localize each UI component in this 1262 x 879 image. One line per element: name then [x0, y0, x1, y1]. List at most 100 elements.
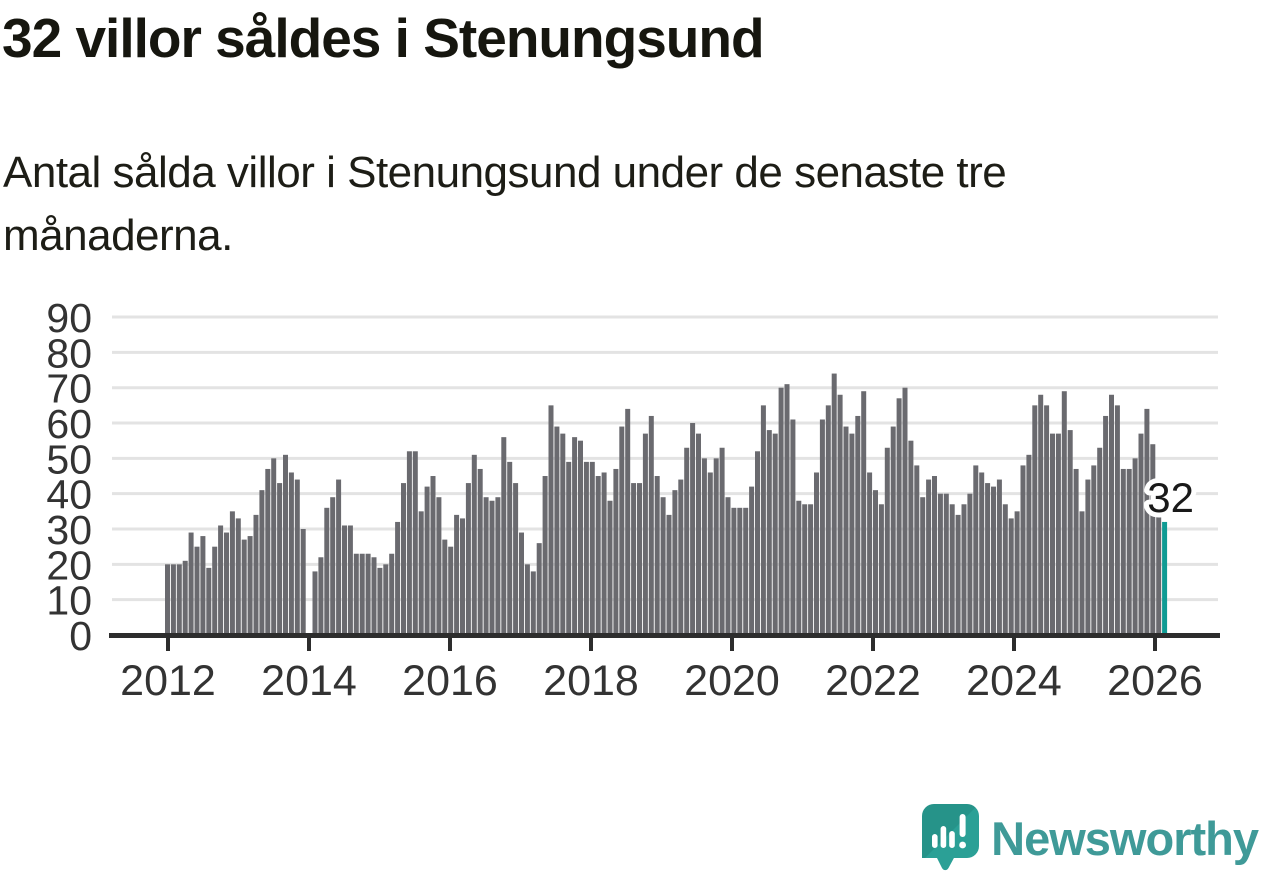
bar: [389, 553, 395, 635]
bar: [920, 497, 926, 635]
newsworthy-logo: Newsworthy: [922, 804, 1259, 872]
bar: [513, 483, 519, 635]
bar: [996, 479, 1002, 635]
bar: [725, 497, 731, 635]
bar: [961, 504, 967, 635]
bar: [383, 564, 389, 635]
bar: [637, 483, 642, 635]
x-axis-tick: [166, 637, 170, 651]
highlighted-bar: [1162, 521, 1168, 635]
bar: [583, 461, 589, 635]
bar: [861, 391, 867, 635]
y-axis-label: 20: [46, 542, 92, 588]
bar: [1050, 433, 1055, 635]
x-axis-tick: [307, 637, 311, 651]
bar: [1002, 504, 1008, 635]
bar: [819, 419, 825, 635]
bar: [707, 472, 713, 635]
bar: [418, 511, 424, 635]
bar: [176, 564, 182, 635]
bar: [873, 490, 878, 635]
bar: [790, 419, 796, 635]
bar: [660, 497, 666, 635]
bar: [424, 486, 430, 635]
bar: [170, 564, 176, 635]
bar: [312, 571, 318, 635]
x-axis-tick: [1012, 637, 1016, 651]
bar: [766, 430, 772, 635]
bar: [595, 476, 601, 635]
bar: [406, 451, 412, 635]
bar: [365, 553, 371, 635]
bar: [371, 557, 377, 635]
x-axis-tick: [589, 637, 593, 651]
bar: [507, 461, 513, 635]
x-axis-label: 2012: [120, 657, 216, 705]
bar: [1020, 465, 1026, 635]
bar: [772, 433, 778, 635]
y-axis-label: 70: [46, 366, 92, 412]
bar: [218, 525, 224, 635]
bar: [206, 567, 212, 635]
newsworthy-icon: [922, 804, 980, 871]
bar: [967, 493, 973, 635]
bar: [271, 458, 277, 635]
bar: [165, 564, 170, 635]
y-axis-label: 0: [69, 613, 92, 659]
subtitle-line-2: månaderna.: [3, 211, 233, 260]
subtitle-line-1: Antal sålda villor i Stenungsund under d…: [3, 148, 1007, 197]
bar: [1067, 430, 1073, 635]
bar: [672, 490, 678, 635]
bar: [589, 461, 595, 635]
bar: [288, 472, 294, 635]
bar: [259, 490, 265, 635]
x-axis-label: 2026: [1107, 657, 1203, 705]
bar: [719, 447, 725, 635]
bar: [247, 536, 253, 635]
bar: [902, 387, 908, 635]
y-axis-label: 50: [46, 436, 92, 482]
bar: [336, 479, 342, 635]
bar: [843, 426, 849, 635]
bar: [442, 539, 448, 635]
bar: [1120, 468, 1126, 635]
bar: [932, 476, 937, 635]
bar: [825, 405, 831, 635]
bar: [831, 373, 837, 635]
bar: [235, 518, 241, 635]
bar: [884, 447, 890, 635]
bar: [330, 497, 336, 635]
y-axis-label: 80: [46, 330, 92, 376]
bar: [784, 384, 790, 635]
bar: [1038, 394, 1044, 635]
bar: [737, 507, 743, 635]
bar: [802, 504, 808, 635]
value-label: 32: [1147, 474, 1194, 521]
y-axis-label: 30: [46, 507, 92, 553]
bar-chart: 0 10 20 30 40 50 60 70 80 90 2012 2014 2016 2018 2020 2…: [0, 280, 1262, 720]
bar: [401, 483, 406, 635]
bar: [554, 426, 560, 635]
bar: [1008, 518, 1014, 635]
bar: [648, 415, 654, 635]
bar: [837, 394, 843, 635]
bar: [1138, 433, 1144, 635]
bar: [489, 500, 495, 635]
bar: [501, 437, 507, 635]
bar: [241, 539, 247, 635]
bar: [530, 571, 536, 635]
bar: [943, 493, 949, 635]
bar: [483, 497, 489, 635]
bar: [690, 423, 696, 635]
bar: [359, 553, 365, 635]
bar: [601, 472, 607, 635]
x-axis-label: 2014: [261, 657, 357, 705]
bar: [347, 525, 353, 635]
bar: [937, 493, 943, 635]
bar: [607, 500, 613, 635]
bar: [436, 497, 442, 635]
bar: [1114, 405, 1120, 635]
y-axis-label: 10: [46, 578, 92, 624]
x-axis-tick: [871, 637, 875, 651]
bar: [855, 415, 861, 635]
